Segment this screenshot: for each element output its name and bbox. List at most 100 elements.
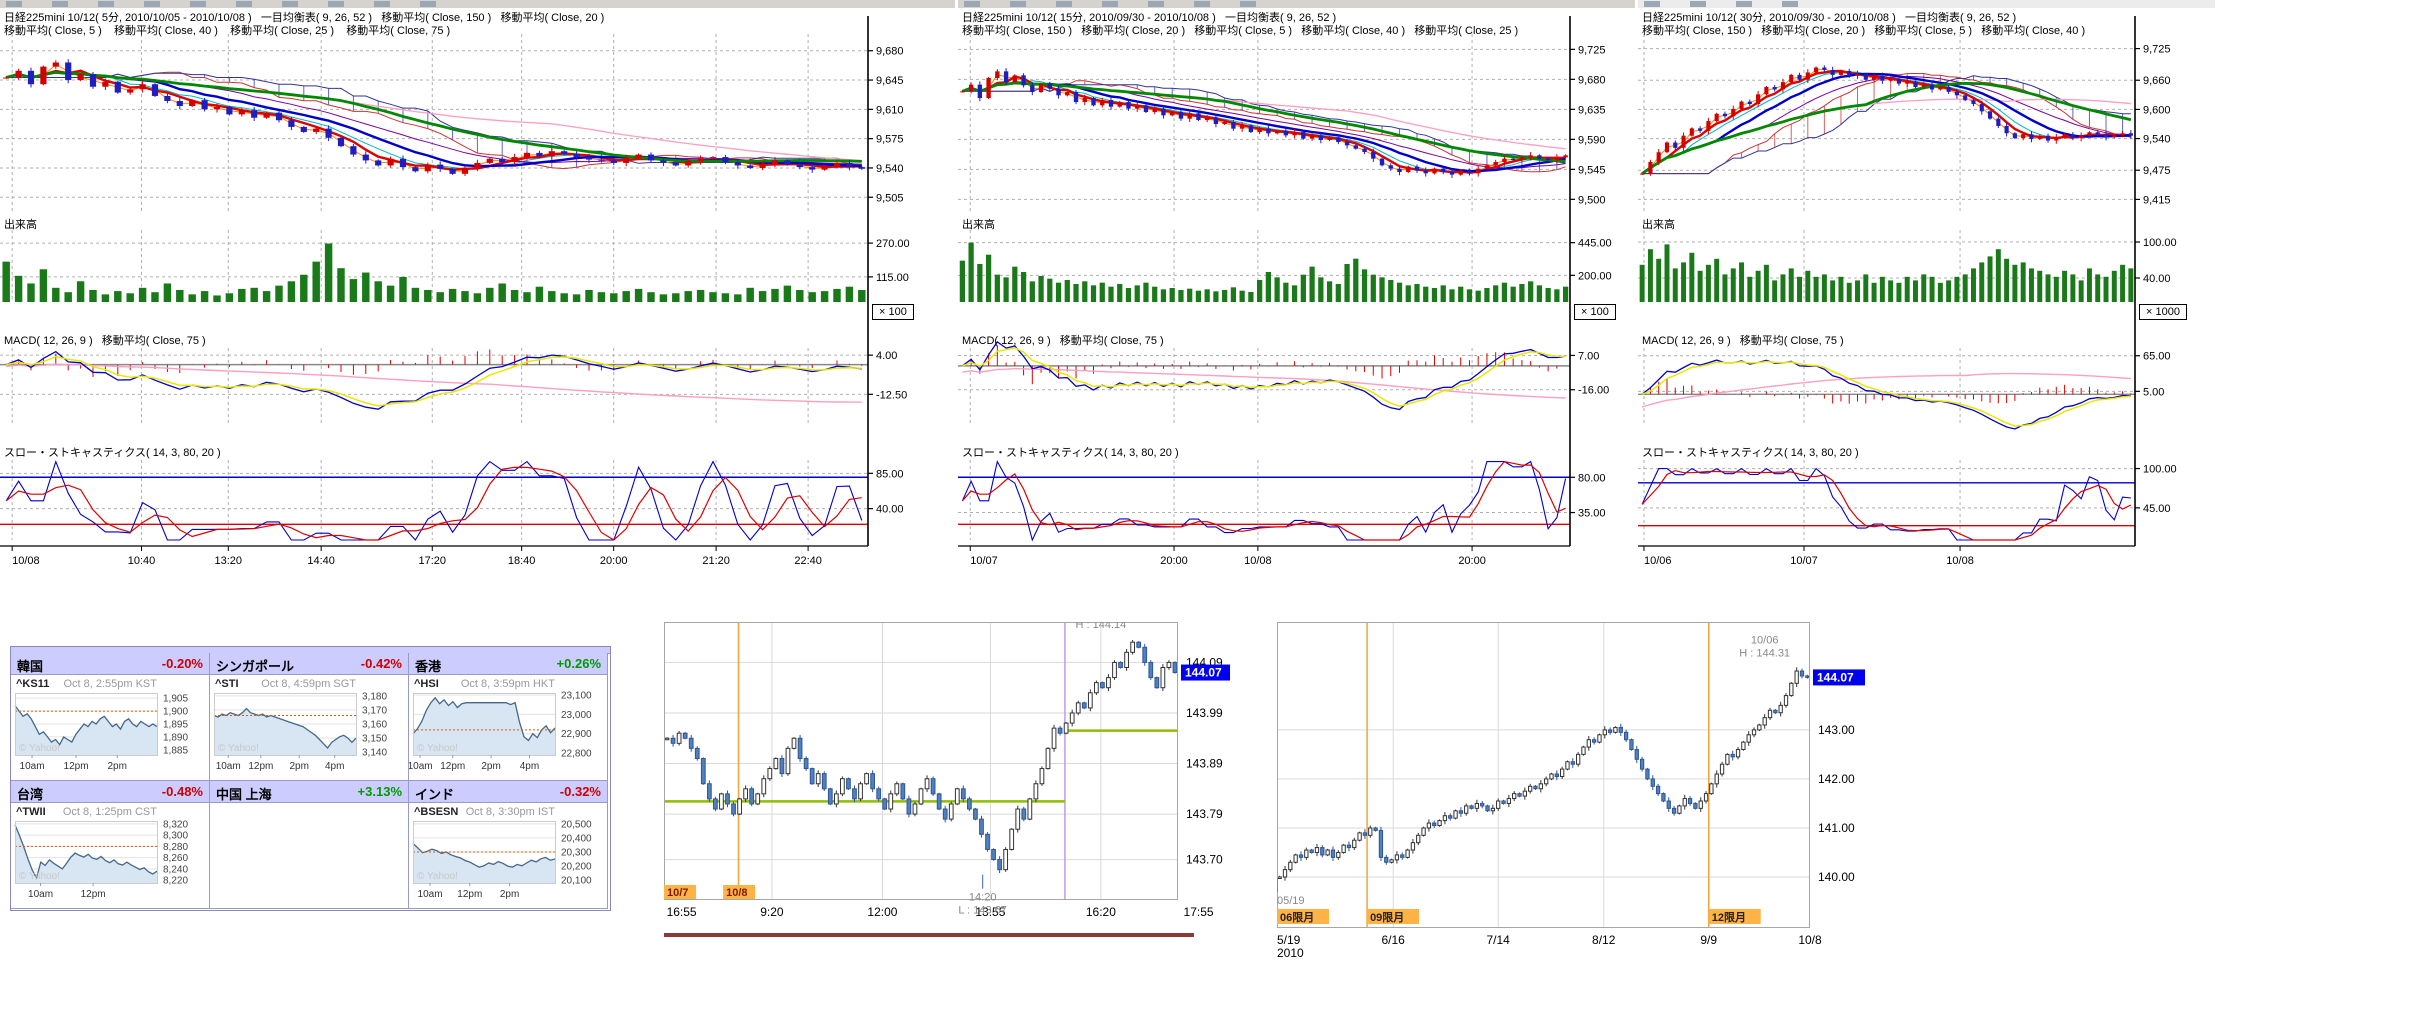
svg-text:8,300: 8,300 [163,831,188,842]
svg-text:144.07: 144.07 [1185,666,1222,680]
moving-average-lines [5,63,862,172]
svg-text:144.07: 144.07 [1817,670,1854,684]
world-markets-widget: 韓国 -0.20% ^KS11 Oct 8, 2:55pm KST 1,905 1,900… [10,646,611,911]
market-header-singapore[interactable]: シンガポール -0.42% [210,653,408,675]
toolbar-button-remnant[interactable] [98,1,114,7]
sparkline-frame [413,693,556,756]
volume-bars [959,242,1569,302]
svg-text:10/07: 10/07 [970,555,998,567]
toolbar-button-remnant[interactable] [1690,1,1706,7]
stochastics-label: スロー・ストキャスティクス( 14, 3, 80, 20 ) [4,447,221,459]
market-symbol[interactable]: ^TWII [16,806,46,818]
sparkline-area [14,824,158,883]
market-symbol[interactable]: ^HSI [414,678,439,690]
market-header-korea[interactable]: 韓国 -0.20% [11,653,209,675]
market-name[interactable]: 台湾 [17,787,44,802]
svg-text:10:40: 10:40 [128,555,156,567]
toolbar-button-remnant[interactable] [328,1,344,7]
chart-window-nikkei-15min[interactable]: 10/07 20:00 10/08 20:00 9,725 9,680 9,635 9,590… [958,8,1635,574]
market-cell-singapore: シンガポール -0.42% ^STI Oct 8, 4:59pm SGT 3,180 3,… [210,653,409,781]
volume-label: 出来高 [4,219,37,231]
moving-average-lines [1641,68,2132,175]
svg-text:20:00: 20:00 [1458,555,1486,567]
window-chrome-strip-2 [958,0,1635,8]
svg-text:9,680: 9,680 [876,46,904,58]
chart-window-nikkei-5min[interactable]: 10/08 10:40 13:20 14:40 17:20 18:40 20:00 21:20… [0,8,955,574]
market-name[interactable]: 香港 [415,659,442,674]
market-header-shanghai[interactable]: 中国 上海 +3.13% [210,781,408,803]
svg-text:22,800: 22,800 [561,749,592,760]
market-sparkline-singapore[interactable]: 3,180 3,170 3,160 3,150 3,140 10am 12pm 2pm 4pm ©… [210,691,407,779]
market-name[interactable]: インド [415,787,455,802]
svg-text:9,660: 9,660 [2143,75,2171,87]
svg-text:4.00: 4.00 [876,350,897,362]
market-symbol[interactable]: ^KS11 [16,678,50,690]
market-header-taiwan[interactable]: 台湾 -0.48% [11,781,209,803]
svg-text:445.00: 445.00 [1578,238,1612,250]
svg-text:9,680: 9,680 [1578,74,1606,86]
toolbar-button-remnant[interactable] [1240,1,1256,7]
nikkei-15min-chart-canvas[interactable]: 10/07 20:00 10/08 20:00 9,725 9,680 9,635 9,590… [958,8,1635,574]
svg-text:2pm: 2pm [289,761,308,772]
svg-text:8,220: 8,220 [163,876,188,887]
toolbar-button-remnant[interactable] [1056,1,1072,7]
chart-title-line2: 移動平均( Close, 150 ) 移動平均( Close, 20 ) 移動平… [962,25,1519,37]
svg-text:2010: 2010 [1277,946,1304,960]
toolbar-button-remnant[interactable] [1102,1,1118,7]
toolbar-button-remnant[interactable] [282,1,298,7]
toolbar-button-remnant[interactable] [144,1,160,7]
toolbar-button-remnant[interactable] [190,1,206,7]
gridlines: 10/08 10:40 13:20 14:40 17:20 18:40 20:00 21:20… [0,34,910,567]
axis-frame [1638,16,2136,547]
toolbar-button-remnant[interactable] [236,1,252,7]
market-change-pct: -0.32% [559,784,601,799]
svg-text:1,905: 1,905 [163,694,188,705]
svg-text:12:00: 12:00 [867,905,897,919]
fx-daily-chart-canvas[interactable]: 143.00 142.00 141.00 140.00 5/19 6/16 7/14 8/12… [1277,622,1877,967]
fx-intraday-chart-window[interactable]: 144.09 143.99 143.89 143.79 143.70 16:55 9:20 1… [664,622,1230,952]
svg-text:© Yahoo!: © Yahoo! [417,743,458,754]
fx-daily-chart-window[interactable]: 143.00 142.00 141.00 140.00 5/19 6/16 7/14 8/12… [1277,622,1877,967]
toolbar-button-remnant[interactable] [1148,1,1164,7]
svg-text:12pm: 12pm [440,761,465,772]
window-chrome-strip-3 [1638,0,2215,8]
chart-title-line2: 移動平均( Close, 5 ) 移動平均( Close, 40 ) 移動平均(… [4,25,451,37]
market-header-hongkong[interactable]: 香港 +0.26% [409,653,607,675]
market-change-pct: +0.26% [556,656,601,671]
market-sparkline-india[interactable]: 20,500 20,400 20,300 20,200 20,100 10am 12pm 2p… [409,819,606,907]
toolbar-button-remnant[interactable] [964,1,980,7]
svg-text:9,475: 9,475 [2143,165,2171,177]
toolbar-button-remnant[interactable] [52,1,68,7]
chart-window-nikkei-30min[interactable]: 10/06 10/07 10/08 9,725 9,660 9,600 9,540 9,475… [1638,8,2215,574]
svg-text:10/06: 10/06 [1751,635,1779,647]
market-symbol[interactable]: ^STI [215,678,239,690]
market-symbol[interactable]: ^BSESN [414,806,459,818]
market-name[interactable]: シンガポール [216,659,295,674]
market-name[interactable]: 韓国 [17,659,44,674]
market-header-india[interactable]: インド -0.32% [409,781,607,803]
svg-text:14:40: 14:40 [307,555,335,567]
toolbar-button-remnant[interactable] [1194,1,1210,7]
toolbar-button-remnant[interactable] [1644,1,1660,7]
toolbar-button-remnant[interactable] [420,1,436,7]
sparkline-x-labels: 10am 12pm 2pm 4pm [216,755,344,772]
market-name[interactable]: 中国 上海 [216,787,272,802]
nikkei-5min-chart-canvas[interactable]: 10/08 10:40 13:20 14:40 17:20 18:40 20:00 21:20… [0,8,955,574]
market-sparkline-hongkong[interactable]: 23,100 23,000 22,900 22,800 10am 12pm 2pm 4pm © … [409,691,606,779]
toolbar-button-remnant[interactable] [1736,1,1752,7]
nikkei-30min-chart-canvas[interactable]: 10/06 10/07 10/08 9,725 9,660 9,600 9,540 9,475… [1638,8,2215,574]
annotation: 16:50H : 144.14 [1076,622,1127,631]
svg-text:6/16: 6/16 [1382,933,1406,947]
svg-text:9,540: 9,540 [876,163,904,175]
toolbar-button-remnant[interactable] [374,1,390,7]
market-timestamp: Oct 8, 3:30pm IST [465,806,555,818]
sparkline-frame [15,693,158,756]
toolbar-button-remnant[interactable] [1010,1,1026,7]
svg-text:10/7: 10/7 [667,887,688,899]
toolbar-button-remnant[interactable] [6,1,22,7]
toolbar-button-remnant[interactable] [1782,1,1798,7]
svg-text:200.00: 200.00 [1578,270,1612,282]
